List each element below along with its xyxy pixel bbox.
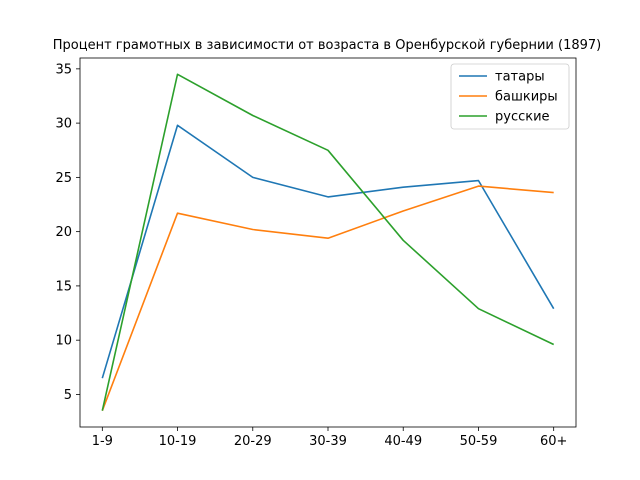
legend: татары башкиры русские: [450, 63, 570, 130]
series-line-татары: [101, 124, 555, 379]
x-axis: 1-9 10-19 20-29 30-39 40-49 50-59 60+: [92, 427, 567, 449]
y-tick-label: 20: [55, 225, 72, 240]
y-tick-label: 25: [55, 171, 72, 186]
y-tick-label: 10: [55, 334, 72, 349]
series-line-башкиры: [101, 185, 554, 411]
legend-label: башкиры: [495, 90, 558, 105]
legend-box: [450, 63, 570, 130]
y-tick-label: 15: [55, 279, 72, 294]
x-tick-label: 50-59: [460, 434, 498, 449]
legend-label: русские: [495, 110, 550, 125]
y-tick-label: 5: [64, 388, 72, 403]
x-tick-label: 30-39: [309, 434, 347, 449]
chart-title: Процент грамотных в зависимости от возра…: [53, 38, 602, 53]
x-tick-label: 40-49: [384, 434, 422, 449]
y-tick-label: 30: [55, 117, 72, 132]
x-tick-label: 60+: [540, 434, 567, 449]
x-tick-label: 10-19: [159, 434, 197, 449]
y-axis: 5 10 15 20 25 30 35: [55, 62, 80, 403]
series-lines: [101, 73, 555, 411]
legend-label: татары: [495, 70, 545, 85]
x-tick-label: 1-9: [92, 434, 113, 449]
y-tick-label: 35: [55, 62, 72, 77]
x-tick-label: 20-29: [234, 434, 272, 449]
series-line-русские: [101, 73, 555, 411]
